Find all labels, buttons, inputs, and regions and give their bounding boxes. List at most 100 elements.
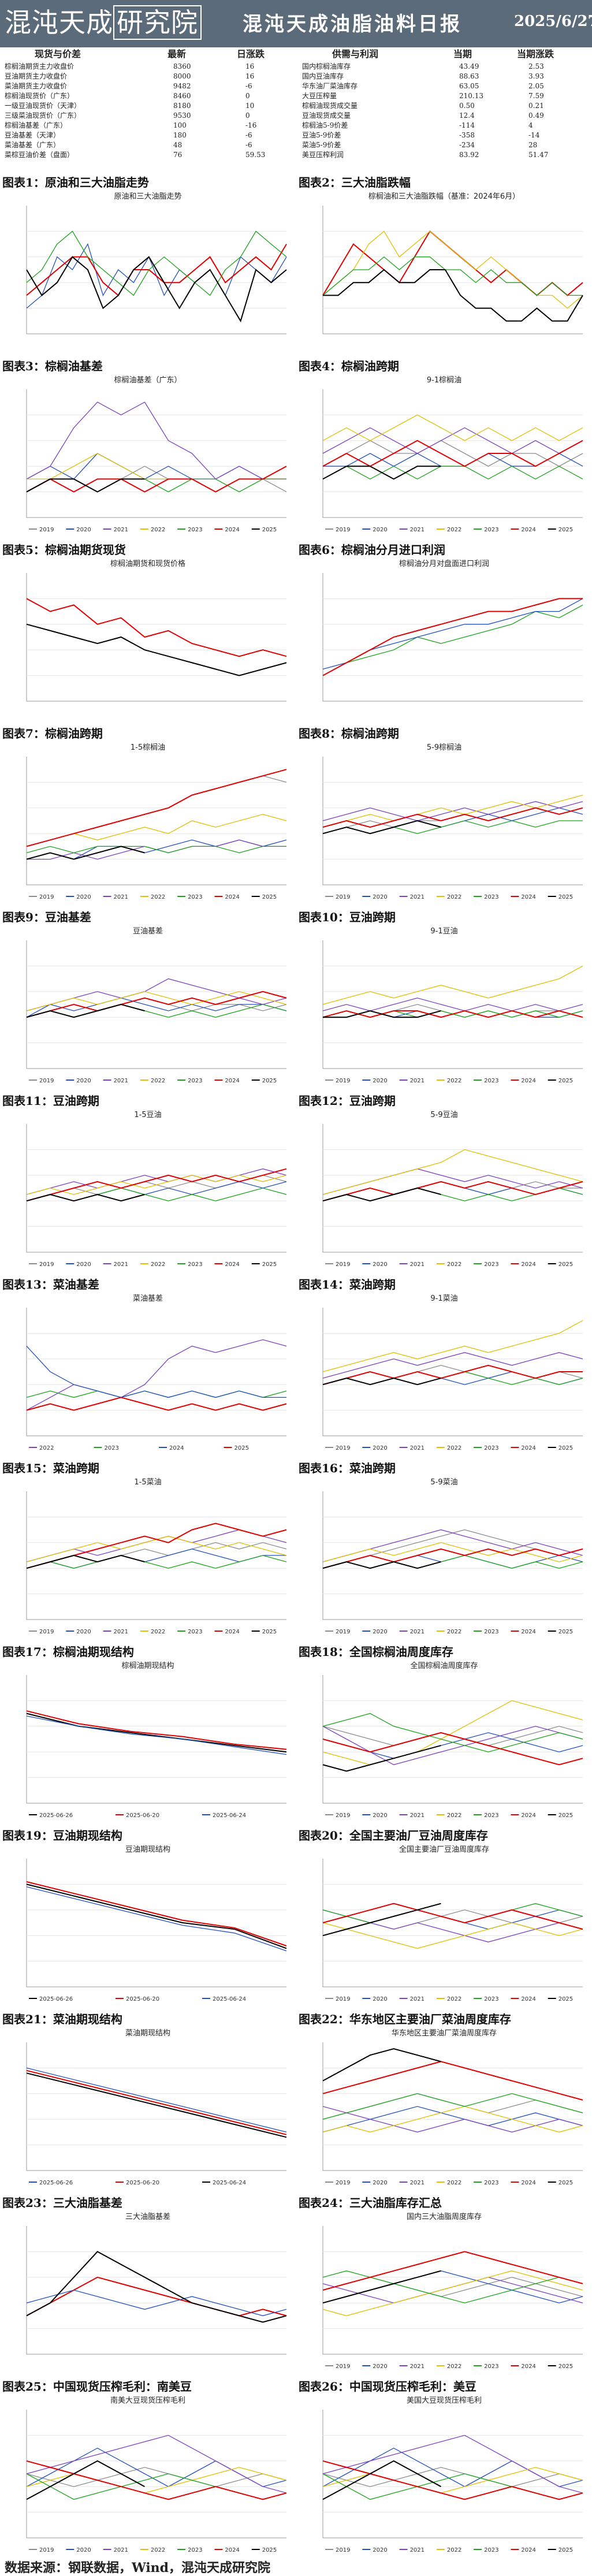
legend-label: 2023 (484, 894, 498, 900)
series-line (322, 2460, 583, 2500)
table-cell: 菜油期货主力收盘价 (5, 82, 68, 90)
legend-label: 2019 (39, 1261, 54, 1268)
legend-label: 2025 (234, 1445, 249, 1451)
legend-label: 2021 (114, 894, 128, 900)
table-header-cell: 当期 (453, 49, 472, 59)
chart-12: 5-9豆油 2019 2020 2021 2022 2023 2024 2025 (322, 1111, 583, 1268)
legend-label: 2021 (410, 2547, 425, 2553)
section-label: 图表20： (299, 1829, 349, 1842)
series-line (26, 2434, 287, 2493)
section-name: 棕榈油跨期 (341, 727, 399, 740)
table-cell: 国内棕榈油库存 (302, 62, 351, 70)
series-line (322, 2106, 583, 2133)
section-name: 菜油跨期 (349, 1461, 396, 1475)
series-line (26, 230, 287, 296)
legend-label: 2020 (373, 1078, 387, 1084)
section-label: 图表14： (299, 1278, 349, 1291)
section-title: 图表4：棕榈油跨期 (299, 357, 399, 374)
legend-label: 2020 (373, 2547, 387, 2553)
table-cell: 一级豆油现货价（天津） (5, 102, 81, 110)
legend-label: 2020 (373, 1812, 387, 1819)
legend-label: 2022 (151, 1629, 165, 1635)
section-title: 图表16：菜油跨期 (299, 1459, 396, 1476)
legend-label: 2021 (114, 1629, 128, 1635)
table-row: 美豆压榨利润 83.92 51.47 (297, 151, 592, 159)
table-row: 菜油基差（广东） 48 -6 (0, 141, 295, 150)
series-line (322, 1010, 583, 1018)
series-line (26, 2251, 287, 2323)
legend-label: 2025 (262, 527, 277, 533)
report-header: 混沌天成 研究院 混沌天成油脂油料日报 2025/6/27 (0, 0, 592, 47)
chart-8: 5-9棕榈油 2019 2020 2021 2022 2023 2024 2025 (322, 743, 583, 900)
chart-axes (26, 2226, 286, 2355)
series-line (322, 1320, 583, 1372)
legend-label: 2022 (447, 1812, 461, 1819)
chart-axes (26, 1308, 286, 1436)
series-line (26, 1554, 145, 1569)
legend-label: 2019 (336, 2547, 350, 2553)
legend-label: 2022 (151, 894, 165, 900)
table-header-cell: 当期涨跌 (517, 49, 554, 59)
table-row: 棕榈油期货主力收盘价 8360 16 (0, 62, 295, 71)
section-name: 全国棕榈油周度库存 (349, 1645, 453, 1659)
section-name: 菜油期现结构 (53, 2012, 122, 2026)
legend-label: 2021 (410, 1445, 425, 1451)
chart-title: 棕榈油和三大油脂跌幅（基准：2024年6月） (368, 192, 520, 201)
legend-label: 2019 (336, 1261, 350, 1268)
chart-15: 1-5菜油 2019 2020 2021 2022 2023 2024 2025 (26, 1478, 287, 1635)
table-cell: 4 (528, 121, 533, 129)
series-line (26, 623, 287, 676)
series-line (26, 1194, 145, 1202)
table-cell: -6 (245, 82, 252, 90)
report-title: 混沌天成油脂油料日报 (243, 13, 462, 36)
table-cell: 8180 (173, 102, 191, 110)
series-line (26, 2467, 287, 2493)
section-label: 图表8： (299, 727, 341, 740)
section-title: 图表1：原油和三大油脂走势 (2, 173, 149, 190)
chart-21: 菜油期现结构 2025-06-26 2025-06-20 2025-06-24 (26, 2029, 287, 2186)
section-name: 棕榈油基差 (44, 359, 103, 373)
series-line (26, 814, 287, 847)
chart-22: 华东地区主要油厂菜油周度库存 2019 2020 2021 2022 2023 2024 20… (322, 2028, 583, 2186)
series-line (26, 2460, 145, 2500)
section-name: 菜油跨期 (53, 1461, 99, 1475)
section-title: 图表9：豆油基差 (2, 908, 91, 925)
legend-label: 2019 (39, 2547, 54, 2553)
section-label: 图表21： (2, 2012, 53, 2026)
table-cell: -6 (245, 141, 252, 149)
series-line (322, 1187, 441, 1202)
chart-26: 美国大豆现货压榨毛利 2019 2020 2021 2022 2023 2024 2025 (322, 2396, 583, 2553)
legend-label: 2023 (484, 1078, 498, 1084)
series-line (26, 1713, 287, 1753)
series-line (26, 846, 286, 854)
series-line (26, 1175, 287, 1195)
series-line (322, 2447, 583, 2487)
table-cell: 0.50 (459, 102, 475, 110)
table-cell: 7.59 (528, 92, 544, 100)
chart-title: 原油和三大油脂走势 (114, 192, 181, 201)
legend-label: 2024 (521, 1261, 535, 1268)
chart-7: 1-5棕榈油 2019 2020 2021 2022 2023 2024 2025 (26, 743, 287, 900)
section-label: 图表11： (2, 1094, 53, 1108)
series-line (322, 1542, 583, 1562)
series-line (26, 1715, 287, 1755)
legend-label: 2024 (225, 1261, 239, 1268)
chart-title: 美国大豆现货压榨毛利 (407, 2396, 482, 2405)
chart-axes (322, 940, 583, 1069)
table-cell: 棕榈油5-9价差 (302, 121, 348, 129)
table-cell: 豆油现货成交量 (302, 111, 351, 120)
series-line (322, 1378, 441, 1386)
series-line (322, 2270, 583, 2303)
series-line (322, 1713, 583, 1752)
section-label: 图表4： (299, 359, 341, 373)
series-line (322, 466, 441, 480)
legend-label: 2020 (373, 2180, 387, 2186)
section-title: 图表17：棕榈油期现结构 (2, 1643, 134, 1659)
table-cell: 美豆压榨利润 (302, 151, 344, 159)
legend-label: 2023 (484, 1629, 498, 1635)
chart-9: 豆油基差 2019 2020 2021 2022 2023 2024 2025 (26, 927, 287, 1084)
legend-label: 2021 (410, 1996, 425, 2002)
series-line (322, 1909, 583, 1942)
series-line (322, 2048, 441, 2082)
section-name: 棕榈油期货现货 (44, 543, 126, 557)
